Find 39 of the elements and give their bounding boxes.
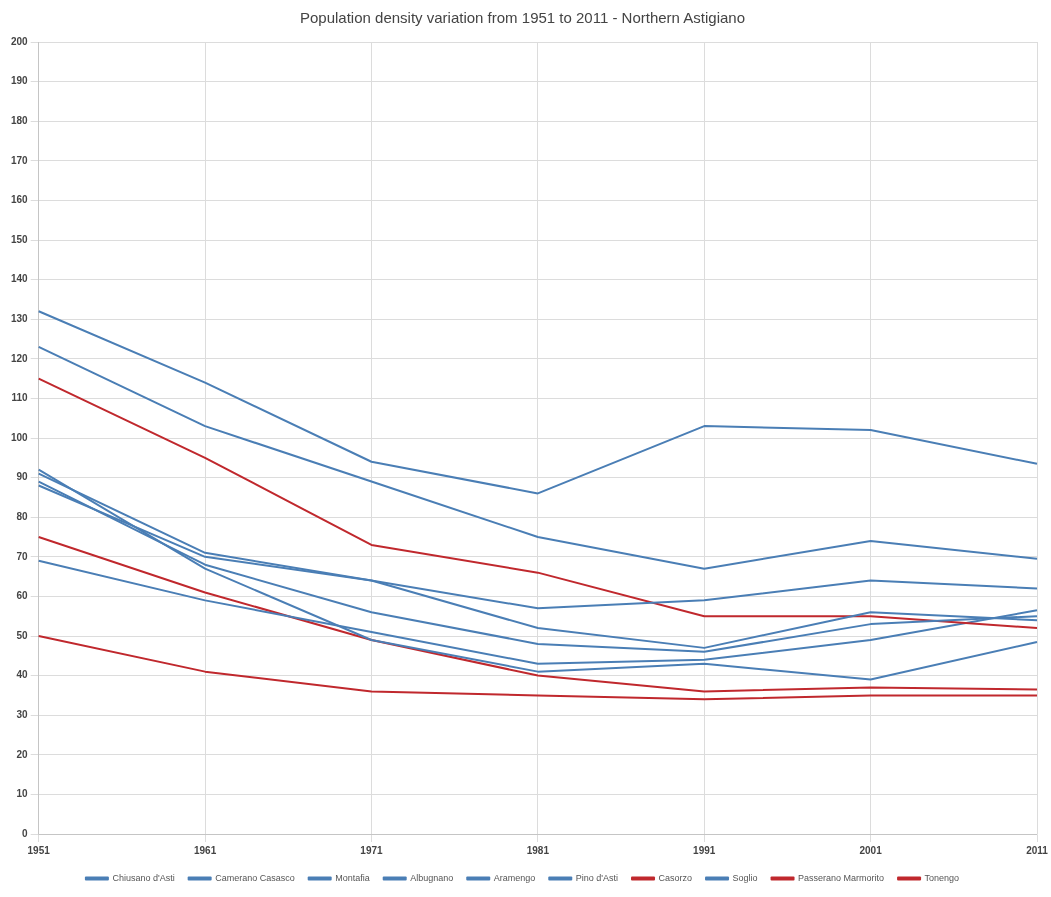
x-tick-label: 1991 xyxy=(693,844,716,856)
legend-label: Casorzo xyxy=(658,872,693,883)
legend-label: Camerano Casasco xyxy=(215,872,295,883)
y-tick-label: 120 xyxy=(11,352,29,364)
y-tick-label: 160 xyxy=(11,194,29,206)
y-tick-label: 40 xyxy=(16,669,29,681)
y-tick-label: 200 xyxy=(11,35,29,47)
legend-label: Chiusano d'Asti xyxy=(112,872,175,883)
chart-title: Population density variation from 1951 to 2011 - Northern Astigiano xyxy=(300,9,745,27)
legend-label: Tonengo xyxy=(924,872,960,883)
y-tick-label: 150 xyxy=(11,233,29,245)
x-tick-label: 2001 xyxy=(859,844,883,856)
y-tick-label: 110 xyxy=(11,392,29,404)
y-tick-label: 130 xyxy=(11,312,29,324)
y-tick-label: 30 xyxy=(16,708,29,720)
y-tick-label: 70 xyxy=(16,550,29,562)
x-tick-label: 1981 xyxy=(526,844,550,856)
x-tick-label: 2011 xyxy=(1026,844,1049,856)
y-tick-label: 90 xyxy=(16,471,29,483)
y-tick-label: 80 xyxy=(16,510,29,522)
legend-label: Soglio xyxy=(732,872,758,883)
legend-label: Passerano Marmorito xyxy=(798,872,885,883)
y-tick-label: 60 xyxy=(16,590,29,602)
legend-label: Pino d'Asti xyxy=(575,872,619,883)
y-tick-label: 140 xyxy=(11,273,29,285)
x-tick-label: 1951 xyxy=(27,844,51,856)
y-tick-label: 20 xyxy=(16,748,29,760)
y-tick-label: 190 xyxy=(11,75,29,87)
y-tick-label: 50 xyxy=(16,629,29,641)
y-tick-label: 10 xyxy=(16,788,29,800)
y-tick-label: 0 xyxy=(22,827,29,839)
x-tick-label: 1961 xyxy=(193,844,217,856)
legend-label: Montafia xyxy=(335,872,370,883)
x-tick-label: 1971 xyxy=(360,844,384,856)
legend-label: Albugnano xyxy=(410,872,454,883)
y-tick-label: 100 xyxy=(11,431,29,443)
legend-label: Aramengo xyxy=(493,872,536,883)
y-tick-label: 180 xyxy=(11,114,29,126)
y-tick-label: 170 xyxy=(11,154,29,166)
